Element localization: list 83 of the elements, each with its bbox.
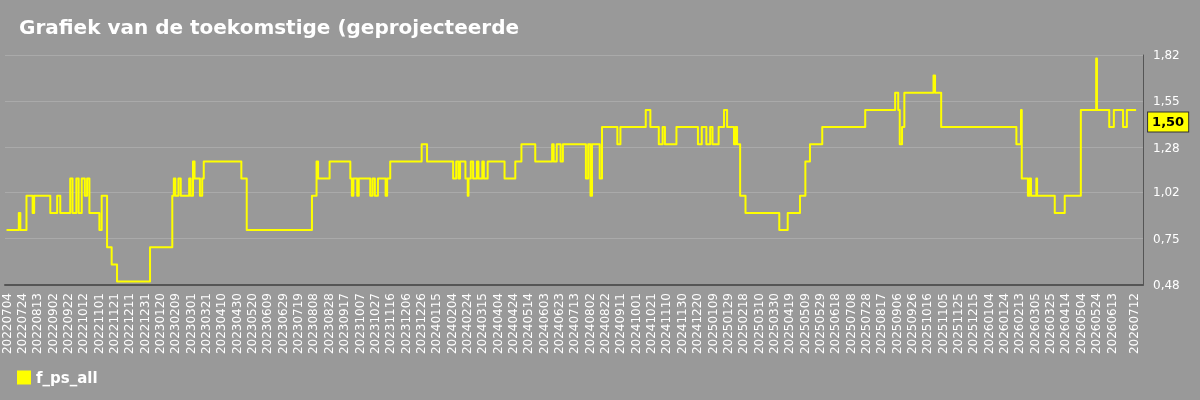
x-tick-label: 20220902 xyxy=(45,293,60,355)
x-tick-label: 20250529 xyxy=(812,293,827,355)
x-tick-label: 20260504 xyxy=(1073,293,1088,355)
x-tick-label: 20231206 xyxy=(398,293,413,355)
x-tick-label: 20231027 xyxy=(367,293,382,355)
x-tick-label: 20221012 xyxy=(76,293,91,355)
x-tick-label: 20250419 xyxy=(782,293,797,355)
x-tick-label: 20260104 xyxy=(981,293,996,355)
x-tick-label: 20240404 xyxy=(490,293,505,355)
x-tick-label: 20220724 xyxy=(14,293,29,355)
x-tick-label: 20230609 xyxy=(260,293,275,355)
y-tick-label: 1,82 xyxy=(1153,48,1180,62)
y-tick-label: 1,28 xyxy=(1153,140,1180,155)
x-tick-label: 20240911 xyxy=(613,293,628,355)
x-tick-label: 20240802 xyxy=(582,293,597,355)
y-tick-label: 0,75 xyxy=(1153,231,1180,246)
x-tick-label: 20250926 xyxy=(905,293,920,355)
x-tick-label: 20220704 xyxy=(0,293,14,355)
x-tick-label: 20260712 xyxy=(1126,293,1141,355)
x-tick-label: 20260414 xyxy=(1058,293,1073,355)
x-tick-label: 20250109 xyxy=(705,293,720,355)
x-tick-label: 20240224 xyxy=(459,293,474,355)
x-tick-label: 20241021 xyxy=(644,293,659,355)
x-tick-label: 20250509 xyxy=(797,293,812,355)
x-tick-label: 20240115 xyxy=(429,293,444,355)
x-tick-label: 20240315 xyxy=(475,293,490,355)
x-tick-label: 20220813 xyxy=(30,293,45,355)
y-tick-label: 1,02 xyxy=(1153,185,1180,200)
x-tick-label: 20260613 xyxy=(1104,293,1119,355)
x-tick-label: 20230120 xyxy=(153,293,168,355)
annotation: 1,50 xyxy=(1152,114,1185,130)
x-tick-label: 20251215 xyxy=(966,293,981,355)
x-tick-label: 20250218 xyxy=(736,293,751,355)
x-tick-label: 20260124 xyxy=(997,293,1012,355)
legend-label: f_ps_all xyxy=(36,368,98,387)
x-tick-label: 20231007 xyxy=(352,293,367,355)
x-tick-label: 20240424 xyxy=(505,293,520,355)
x-tick-label: 20260305 xyxy=(1027,293,1042,355)
x-tick-label: 20230209 xyxy=(168,293,183,355)
x-tick-label: 20240603 xyxy=(536,293,551,355)
x-tick-label: 20230430 xyxy=(229,293,244,355)
x-tick-label: 20231226 xyxy=(413,293,428,355)
x-tick-label: 20260524 xyxy=(1089,293,1104,355)
chart-title: Grafiek van de toekomstige (geprojecteerde xyxy=(19,15,520,39)
x-tick-label: 20250310 xyxy=(751,293,766,355)
x-tick-label: 20230321 xyxy=(199,293,214,355)
x-tick-label: 20221211 xyxy=(122,293,137,355)
x-tick-label: 20251105 xyxy=(935,293,950,355)
x-tick-label: 20241130 xyxy=(674,293,689,355)
x-tick-label: 20240204 xyxy=(444,293,459,355)
x-tick-label: 20241220 xyxy=(690,293,705,355)
x-tick-label: 20230719 xyxy=(291,293,306,355)
x-tick-label: 20230301 xyxy=(183,293,198,355)
x-tick-label: 20240822 xyxy=(598,293,613,355)
x-tick-label: 20260213 xyxy=(1012,293,1027,355)
x-tick-label: 20230917 xyxy=(337,293,352,355)
x-tick-label: 20231116 xyxy=(383,293,398,355)
x-tick-label: 20250817 xyxy=(874,293,889,355)
x-tick-label: 20240713 xyxy=(567,293,582,355)
x-tick-label: 20250330 xyxy=(766,293,781,355)
x-tick-label: 20250618 xyxy=(828,293,843,355)
x-tick-label: 20220922 xyxy=(60,293,75,355)
x-tick-label: 20221231 xyxy=(137,293,152,355)
x-tick-label: 20250906 xyxy=(889,293,904,355)
y-tick-label: 0,48 xyxy=(1153,278,1180,292)
x-tick-label: 20251016 xyxy=(920,293,935,355)
x-tick-label: 20221121 xyxy=(106,293,121,355)
x-tick-label: 20230629 xyxy=(275,293,290,355)
x-tick-label: 20250728 xyxy=(858,293,873,355)
x-tick-label: 20221101 xyxy=(91,293,106,355)
x-tick-label: 20251125 xyxy=(951,293,966,355)
y-tick-label: 1,55 xyxy=(1153,94,1180,109)
x-tick-label: 20241110 xyxy=(659,293,674,355)
x-tick-label: 20230808 xyxy=(306,293,321,355)
x-tick-label: 20250708 xyxy=(843,293,858,355)
x-tick-label: 20230410 xyxy=(214,293,229,355)
x-tick-label: 20230828 xyxy=(321,293,336,355)
x-tick-label: 20250129 xyxy=(720,293,735,355)
x-tick-label: 20260325 xyxy=(1043,293,1058,355)
x-tick-label: 20240514 xyxy=(521,293,536,355)
x-tick-label: 20241001 xyxy=(628,293,643,355)
x-tick-label: 20240623 xyxy=(552,293,567,355)
x-tick-label: 20230520 xyxy=(245,293,260,355)
